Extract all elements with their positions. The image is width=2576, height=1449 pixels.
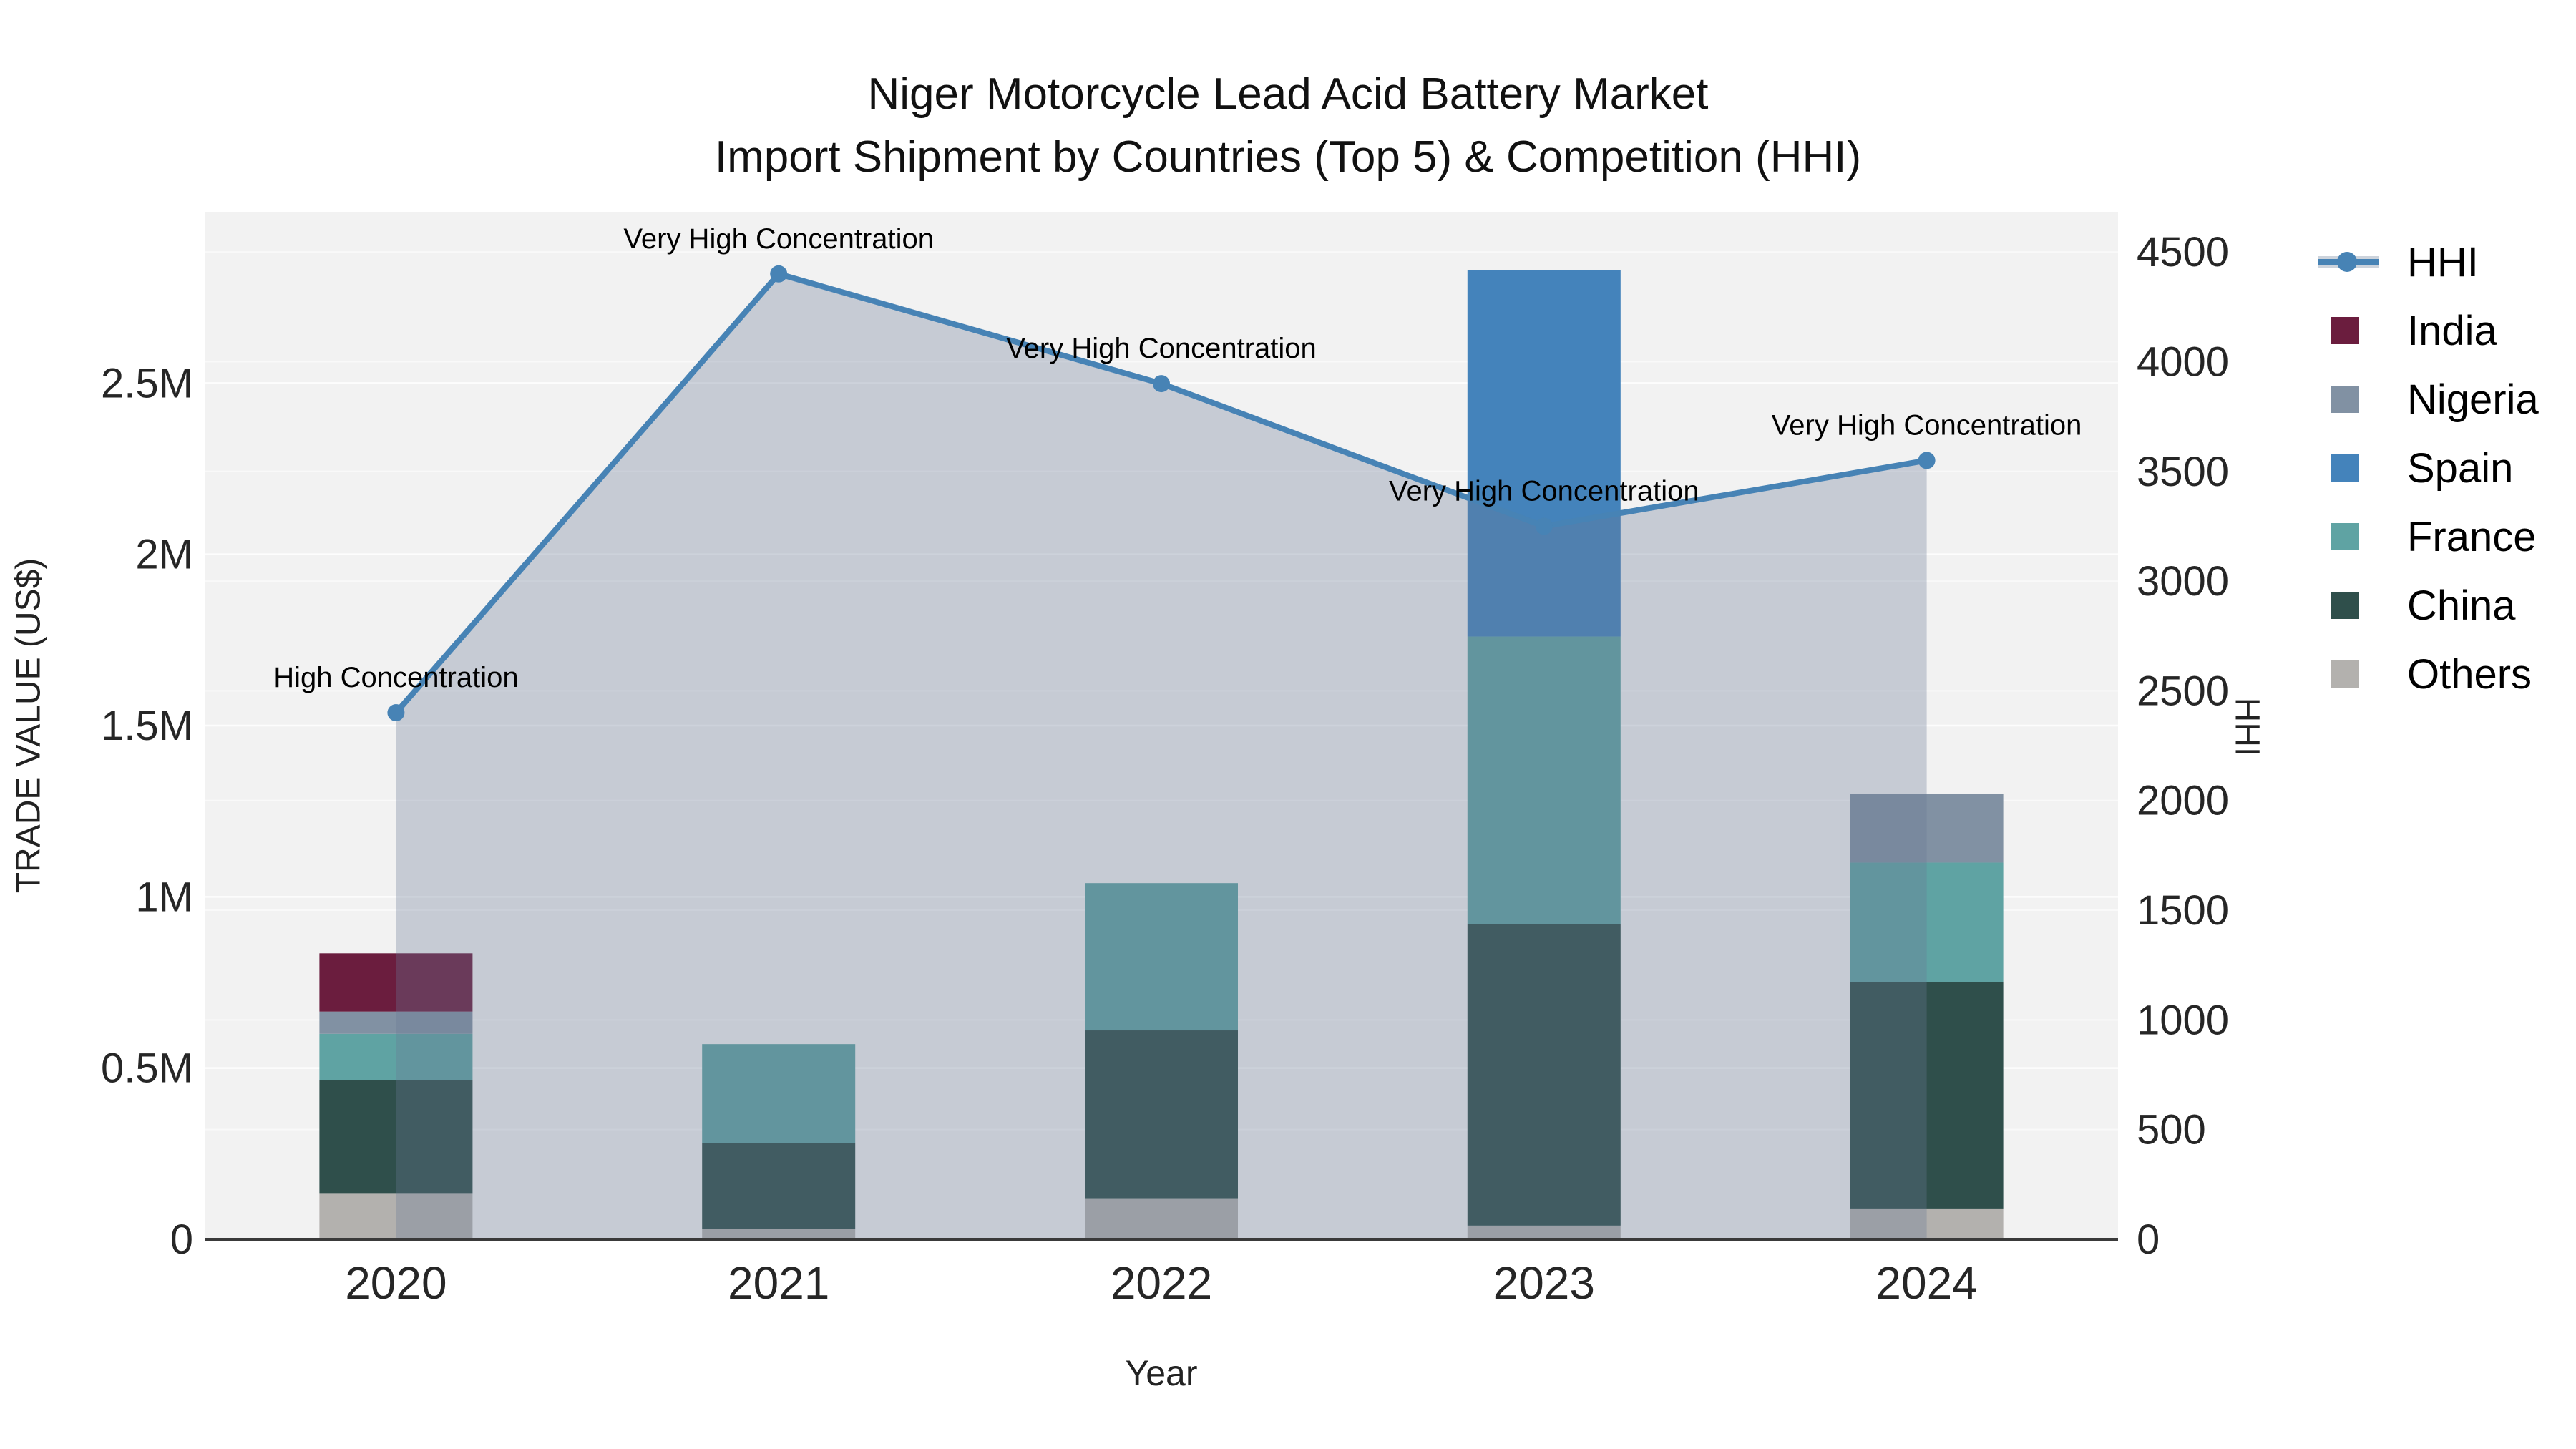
y-right-tick: 500 xyxy=(2137,1107,2206,1153)
legend-item-china[interactable]: China xyxy=(2318,571,2539,640)
annotation-2020: High Concentration xyxy=(273,662,518,693)
y-left-tick: 0.5M xyxy=(101,1045,193,1092)
legend-swatch-spain xyxy=(2318,454,2390,482)
legend-label: France xyxy=(2407,513,2537,560)
chart-title-line2: Import Shipment by Countries (Top 5) & C… xyxy=(714,132,1862,182)
annotation-2023: Very High Concentration xyxy=(1389,475,1699,507)
color-swatch xyxy=(2331,386,2359,413)
legend-swatch-france xyxy=(2318,522,2390,551)
y-left-tick: 2M xyxy=(135,532,193,578)
legend-label: Spain xyxy=(2407,444,2514,492)
legend-item-others[interactable]: Others xyxy=(2318,640,2539,708)
y-left-tick: 0 xyxy=(170,1216,193,1263)
legend-item-hhi[interactable]: HHI xyxy=(2318,228,2539,296)
legend-item-france[interactable]: France xyxy=(2318,502,2539,571)
bar-segment-others-2020[interactable] xyxy=(319,1193,473,1239)
hhi-marker-2024[interactable] xyxy=(1918,452,1936,469)
legend-label: Nigeria xyxy=(2407,376,2539,423)
legend-item-india[interactable]: India xyxy=(2318,296,2539,365)
y-left-tick: 2.5M xyxy=(101,360,193,406)
bar-segment-china-2024[interactable] xyxy=(1850,982,2004,1209)
x-axis-title: Year xyxy=(1125,1353,1198,1393)
x-tick-2020: 2020 xyxy=(345,1257,447,1309)
y-right-tick: 2000 xyxy=(2137,778,2229,824)
color-swatch xyxy=(2331,660,2359,688)
x-tick-2022: 2022 xyxy=(1111,1257,1212,1309)
legend-item-nigeria[interactable]: Nigeria xyxy=(2318,365,2539,434)
legend-swatch-others xyxy=(2318,660,2390,688)
legend-label: Others xyxy=(2407,650,2532,698)
bar-segment-nigeria-2024[interactable] xyxy=(1850,794,2004,863)
color-swatch xyxy=(2331,454,2359,482)
y-right-tick: 2500 xyxy=(2137,668,2229,714)
bar-segment-france-2023[interactable] xyxy=(1467,636,1621,924)
y-right-tick: 1500 xyxy=(2137,887,2229,934)
legend-dot xyxy=(2337,252,2357,272)
y-right-tick: 3500 xyxy=(2137,449,2229,495)
legend-label: China xyxy=(2407,582,2516,629)
annotation-2021: Very High Concentration xyxy=(623,223,934,255)
bar-segment-others-2024[interactable] xyxy=(1850,1208,2004,1239)
legend-swatch-nigeria xyxy=(2318,385,2390,414)
color-swatch xyxy=(2331,592,2359,619)
annotation-2022: Very High Concentration xyxy=(1006,333,1317,364)
annotation-2024: Very High Concentration xyxy=(1772,409,2082,441)
y-left-tick: 1M xyxy=(135,874,193,920)
bar-segment-france-2021[interactable] xyxy=(702,1044,856,1143)
bar-segment-others-2022[interactable] xyxy=(1085,1198,1238,1239)
bar-segment-india-2020[interactable] xyxy=(319,953,473,1012)
bar-segment-france-2020[interactable] xyxy=(319,1033,473,1080)
y-right-tick: 4500 xyxy=(2137,229,2229,275)
bar-segment-france-2022[interactable] xyxy=(1085,883,1238,1031)
bar-segment-others-2021[interactable] xyxy=(702,1229,856,1239)
legend-line-symbol xyxy=(2318,248,2390,276)
bar-segment-china-2022[interactable] xyxy=(1085,1030,1238,1199)
y-right-tick: 0 xyxy=(2137,1216,2160,1263)
legend: HHI India Nigeria Spain France China Others xyxy=(2318,228,2539,708)
legend-label: India xyxy=(2407,307,2497,354)
y-right-tick: 3000 xyxy=(2137,558,2229,605)
bar-segment-china-2021[interactable] xyxy=(702,1143,856,1229)
bar-segment-france-2024[interactable] xyxy=(1850,862,2004,982)
legend-swatch-india xyxy=(2318,316,2390,345)
x-tick-2021: 2021 xyxy=(728,1257,829,1309)
hhi-marker-2021[interactable] xyxy=(770,265,788,283)
hhi-marker-2020[interactable] xyxy=(387,704,405,722)
x-tick-2023: 2023 xyxy=(1493,1257,1595,1309)
x-tick-2024: 2024 xyxy=(1875,1257,1977,1309)
hhi-marker-2023[interactable] xyxy=(1535,517,1553,535)
color-swatch xyxy=(2331,523,2359,550)
y-left-tick: 1.5M xyxy=(101,703,193,749)
bar-segment-nigeria-2020[interactable] xyxy=(319,1011,473,1034)
bar-segment-spain-2023[interactable] xyxy=(1467,270,1621,637)
legend-item-spain[interactable]: Spain xyxy=(2318,434,2539,502)
hhi-marker-2022[interactable] xyxy=(1153,375,1170,393)
chart-title: Niger Motorcycle Lead Acid Battery Marke… xyxy=(0,63,2576,189)
chart-title-line1: Niger Motorcycle Lead Acid Battery Marke… xyxy=(867,69,1709,119)
color-swatch xyxy=(2331,317,2359,344)
bar-segment-others-2023[interactable] xyxy=(1467,1225,1621,1239)
legend-swatch-china xyxy=(2318,591,2390,620)
bar-segment-china-2020[interactable] xyxy=(319,1080,473,1194)
legend-label: HHI xyxy=(2407,238,2479,286)
hhi-area-fill xyxy=(396,273,1927,1239)
bar-segment-china-2023[interactable] xyxy=(1467,924,1621,1226)
y-right-tick: 1000 xyxy=(2137,997,2229,1043)
y-right-tick: 4000 xyxy=(2137,338,2229,385)
